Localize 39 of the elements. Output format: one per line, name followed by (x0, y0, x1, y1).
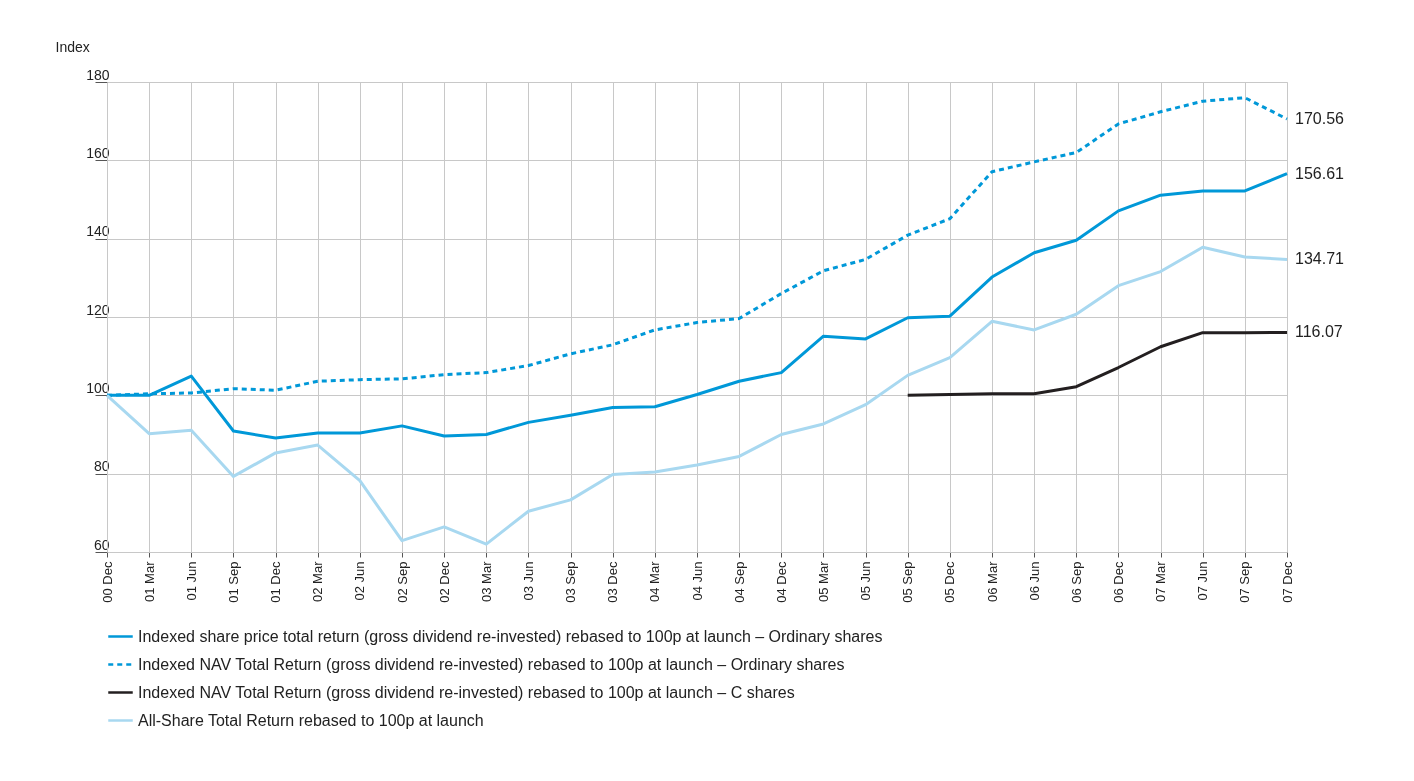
data-label: 134.71 (1295, 250, 1345, 268)
x-tick-label: 03 Dec (605, 561, 621, 603)
y-tick-label: 180 (86, 66, 110, 83)
x-tick-label: 05 Sep (900, 561, 916, 603)
x-tick-label: 02 Mar (310, 560, 326, 602)
x-tick-label: 07 Jun (1195, 561, 1211, 601)
x-tick-label: 07 Mar (1153, 560, 1169, 602)
x-tick-label: 01 Sep (225, 561, 241, 603)
x-tick-label: 01 Dec (268, 561, 284, 603)
x-tick-label: 07 Dec (1279, 561, 1295, 603)
data-label: 116.07 (1295, 323, 1343, 341)
x-tick-label: 06 Sep (1068, 561, 1084, 603)
x-tick-label: 05 Dec (942, 561, 958, 603)
x-tick-label: 04 Jun (689, 561, 705, 601)
x-tick-label: 05 Mar (815, 560, 831, 602)
x-tick-label: 02 Sep (394, 561, 410, 603)
x-tick-label: 02 Jun (352, 561, 368, 601)
x-tick-label: 00 Dec (99, 561, 115, 603)
legend-label: Indexed NAV Total Return (gross dividend re-invested) rebased to 100p at launch – C shares (138, 683, 795, 701)
y-axis-title: Index (55, 38, 90, 55)
x-tick-label: 06 Dec (1110, 561, 1126, 603)
x-tick-label: 03 Sep (563, 561, 579, 603)
x-tick-label: 04 Mar (647, 560, 663, 602)
x-tick-label: 03 Mar (478, 560, 494, 602)
data-label: 156.61 (1295, 164, 1345, 182)
x-tick-label: 03 Jun (520, 561, 536, 601)
x-tick-label: 04 Sep (731, 561, 747, 603)
legend-label: All-Share Total Return rebased to 100p at launch (138, 711, 484, 729)
x-tick-label: 07 Sep (1237, 561, 1253, 603)
legend-label: Indexed share price total return (gross dividend re-invested) rebased to 100p at launch – Ordinary shares (138, 627, 883, 645)
x-tick-label: 02 Dec (436, 561, 452, 603)
legend-label: Indexed NAV Total Return (gross dividend re-invested) rebased to 100p at launch – Ordinary shares (138, 655, 845, 673)
x-tick-label: 06 Jun (1026, 561, 1042, 601)
x-tick-label: 05 Jun (858, 561, 874, 601)
x-tick-label: 06 Mar (984, 560, 1000, 602)
x-tick-label: 01 Jun (183, 561, 199, 601)
x-tick-label: 01 Mar (141, 560, 157, 602)
data-label: 170.56 (1295, 109, 1345, 127)
x-tick-label: 04 Dec (773, 561, 789, 603)
